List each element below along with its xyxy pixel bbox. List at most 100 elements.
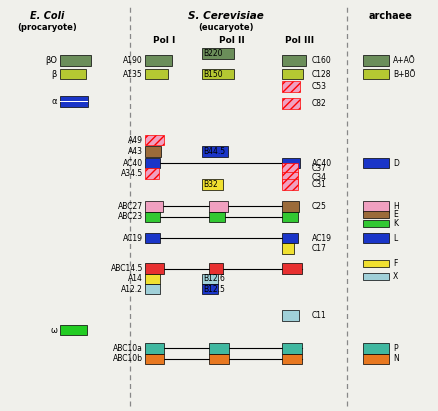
Text: ω: ω [50,326,57,335]
Bar [145,343,164,354]
Text: A12.2: A12.2 [121,285,143,294]
Bar [60,69,86,79]
Text: A135: A135 [123,69,143,79]
Text: E. Coli: E. Coli [30,11,64,21]
Bar [282,212,298,222]
Bar [202,48,233,58]
Text: ABC10b: ABC10b [113,355,143,363]
Text: S. Cerevisiae: S. Cerevisiae [187,11,263,21]
Bar [363,354,389,364]
Bar [363,69,389,79]
Bar [145,354,164,364]
Text: A34.5: A34.5 [120,169,143,178]
Bar [363,158,389,169]
Text: F: F [393,259,397,268]
Text: K: K [393,219,398,228]
Bar [60,325,87,335]
Bar [145,201,163,212]
Bar [282,343,302,354]
Text: B+BŌ: B+BŌ [393,69,416,79]
Bar [202,284,218,295]
Bar [209,201,228,212]
Bar [209,354,229,364]
Text: H: H [393,202,399,211]
Bar [363,261,389,267]
Text: archaee: archaee [369,11,413,21]
Text: C82: C82 [312,99,326,108]
Bar [363,201,389,212]
Bar [145,135,164,145]
Text: C25: C25 [312,202,327,211]
Bar [60,96,88,107]
Text: B32: B32 [203,180,218,189]
Text: A190: A190 [123,56,143,65]
Bar [282,310,299,321]
Bar [282,354,302,364]
Bar [282,243,294,254]
Bar [363,273,389,280]
Bar [363,343,389,354]
Bar [145,284,160,295]
Bar [145,263,164,274]
Text: B12.5: B12.5 [203,285,225,294]
Text: AC40: AC40 [123,159,143,168]
Text: AC19: AC19 [123,234,143,242]
Bar [145,69,168,79]
Text: AC19: AC19 [312,234,332,242]
Bar [145,158,160,169]
Text: A49: A49 [128,136,143,145]
Text: AC40: AC40 [312,159,332,168]
Text: C11: C11 [312,311,326,320]
Bar [209,212,225,222]
Text: Pol III: Pol III [285,36,314,45]
Bar [363,233,389,243]
Bar [363,55,389,66]
Bar [145,169,159,179]
Bar [282,179,298,189]
Text: A43: A43 [128,147,143,156]
Bar [60,55,92,66]
Bar [282,81,300,92]
Bar [282,69,303,79]
Text: Pol I: Pol I [153,36,176,45]
Bar [145,55,172,66]
Text: (eucaryote): (eucaryote) [198,23,253,32]
Text: E: E [393,210,398,219]
Bar [202,179,223,189]
Text: Pol II: Pol II [219,36,245,45]
Bar [282,263,302,274]
Bar [282,233,298,243]
Text: A+AŌ: A+AŌ [393,56,416,65]
Bar [282,163,298,174]
Text: C37: C37 [312,164,327,173]
Bar [282,98,300,109]
Text: ABC27: ABC27 [118,202,143,211]
Text: C53: C53 [312,82,327,91]
Text: βO: βO [45,56,57,65]
Bar [145,212,160,222]
Text: B44.5: B44.5 [203,147,226,156]
Text: C34: C34 [312,173,327,182]
Bar [202,146,228,157]
Text: β: β [52,69,57,79]
Text: X: X [393,272,398,282]
Text: N: N [393,355,399,363]
Text: C128: C128 [312,69,331,79]
Bar [363,220,389,227]
Bar [145,233,160,243]
Text: ABC10a: ABC10a [113,344,143,353]
Bar [145,146,161,157]
Bar [363,211,389,218]
Text: A14: A14 [128,275,143,284]
Text: B12.6: B12.6 [203,275,225,284]
Bar [209,263,223,274]
Bar [282,158,300,169]
Text: C31: C31 [312,180,327,189]
Bar [282,55,306,66]
Bar [60,101,88,102]
Text: L: L [393,234,397,242]
Text: D: D [393,159,399,168]
Text: α: α [52,97,57,106]
Bar [282,201,299,212]
Bar [209,343,229,354]
